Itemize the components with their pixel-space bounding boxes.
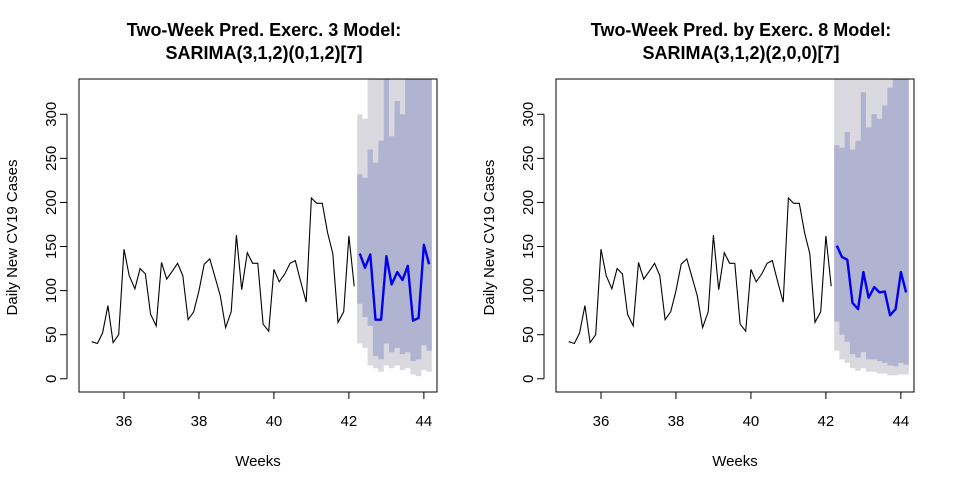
y-axis-label: Daily New CV19 Cases: [481, 160, 498, 316]
plot-area: [91, 79, 432, 377]
x-tick-label: 36: [593, 413, 610, 430]
y-tick-label: 200: [43, 190, 60, 215]
x-tick-label: 44: [416, 413, 433, 430]
observed-series-line: [568, 196, 832, 345]
y-tick-label: 100: [43, 278, 60, 303]
x-axis-label: Weeks: [235, 453, 281, 470]
chart-title-line-2: SARIMA(3,1,2)(0,1,2)[7]: [165, 43, 362, 63]
prediction-band-80: [834, 79, 909, 367]
forecast-series-line: [358, 243, 431, 322]
x-tick-label: 42: [818, 413, 835, 430]
forecast-series-line: [835, 245, 908, 317]
x-axis-label: Weeks: [712, 453, 758, 470]
chart-panel-1: 0 50 100 150 200 250 300 36 38 40 42 44 Weeks Daily N…: [4, 20, 438, 470]
y-tick-label: 150: [520, 234, 537, 259]
y-tick-label: 50: [43, 326, 60, 343]
x-tick-label: 38: [668, 413, 685, 430]
chart-title-line-1: Two-Week Pred. Exerc. 3 Model:: [127, 20, 401, 40]
x-tick-label: 42: [341, 413, 358, 430]
plot-area: [568, 79, 909, 376]
y-tick-label: 0: [43, 375, 60, 383]
y-tick-label: 50: [520, 326, 537, 343]
x-tick-label: 40: [743, 413, 760, 430]
chart-panel-2: 0 50 100 150 200 250 300 36 38 40 42 44 Weeks Daily N…: [481, 20, 915, 470]
y-tick-label: 0: [520, 375, 537, 383]
y-axis-label: Daily New CV19 Cases: [4, 160, 21, 316]
observed-series-line: [91, 196, 355, 345]
chart-title-line-2: SARIMA(3,1,2)(2,0,0)[7]: [642, 43, 839, 63]
x-tick-label: 44: [893, 413, 910, 430]
x-axis: 36 38 40 42 44: [116, 391, 433, 430]
chart-title-line-1: Two-Week Pred. by Exerc. 8 Model:: [591, 20, 891, 40]
y-tick-label: 300: [520, 102, 537, 127]
y-tick-label: 100: [520, 278, 537, 303]
y-tick-label: 250: [43, 146, 60, 171]
x-tick-label: 38: [191, 413, 208, 430]
prediction-band-80: [357, 79, 432, 362]
y-axis: 0 50 100 150 200 250 300: [43, 102, 68, 383]
y-tick-label: 250: [520, 146, 537, 171]
x-tick-label: 40: [266, 413, 283, 430]
y-tick-label: 300: [43, 102, 60, 127]
x-axis: 36 38 40 42 44: [593, 391, 910, 430]
y-axis: 0 50 100 150 200 250 300: [520, 102, 545, 383]
y-tick-label: 200: [520, 190, 537, 215]
x-tick-label: 36: [116, 413, 133, 430]
y-tick-label: 150: [43, 234, 60, 259]
